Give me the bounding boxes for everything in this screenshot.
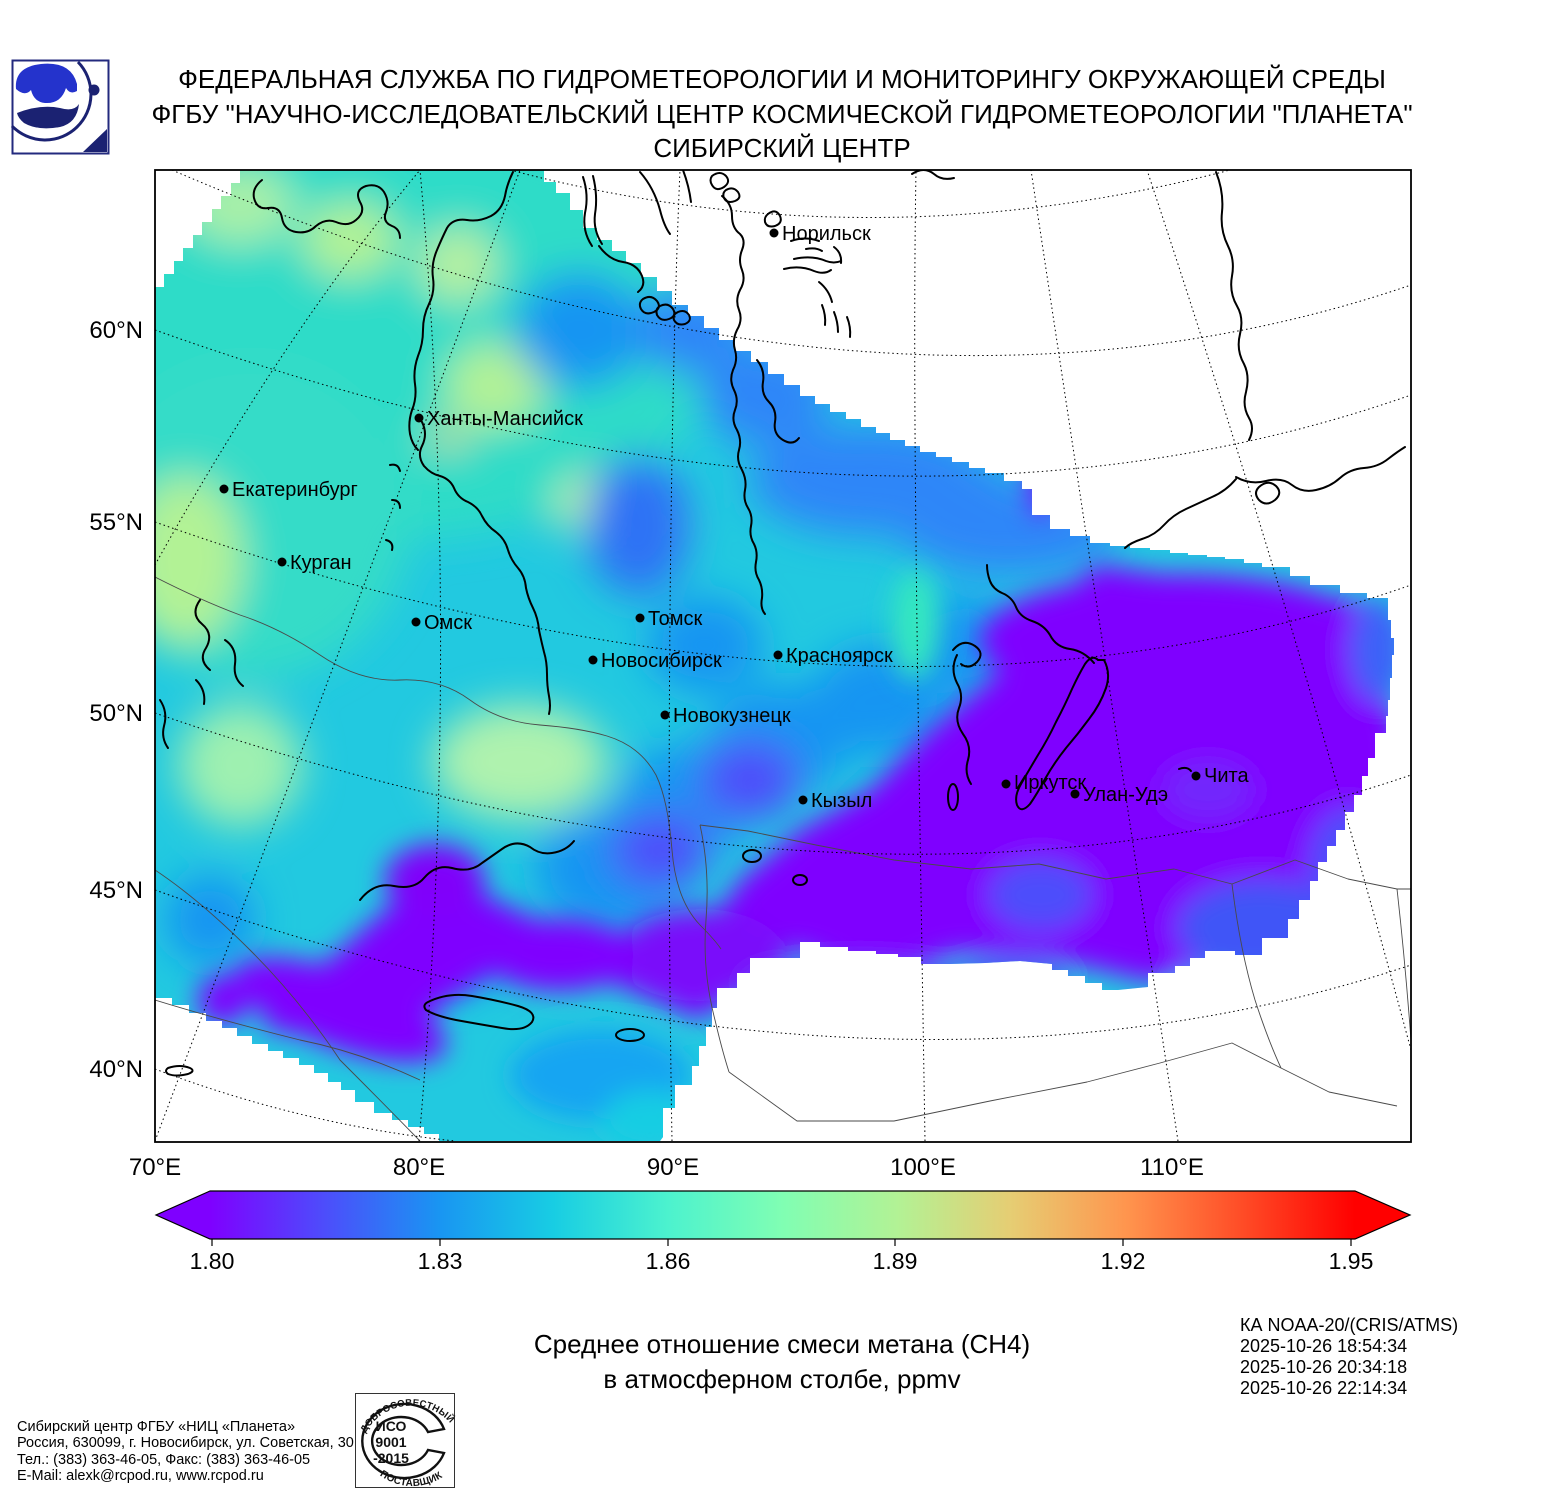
svg-text:СИБИРСКИЙ ЦЕНТР: СИБИРСКИЙ ЦЕНТР [653, 133, 910, 163]
svg-text:-2015: -2015 [373, 1450, 409, 1466]
svg-text:1.80: 1.80 [190, 1248, 235, 1274]
svg-text:9001: 9001 [375, 1434, 406, 1450]
svg-text:2025-10-26 20:34:18: 2025-10-26 20:34:18 [1240, 1357, 1407, 1377]
svg-text:ИСО: ИСО [376, 1418, 407, 1434]
svg-text:Тел.: (383) 363-46-05, Факс: (: Тел.: (383) 363-46-05, Факс: (383) 363-4… [17, 1452, 310, 1468]
svg-text:КА NOAA-20/(CRIS/ATMS): КА NOAA-20/(CRIS/ATMS) [1240, 1315, 1458, 1335]
svg-text:40°N: 40°N [89, 1056, 143, 1083]
svg-text:2025-10-26 18:54:34: 2025-10-26 18:54:34 [1240, 1336, 1407, 1356]
svg-text:1.92: 1.92 [1101, 1248, 1146, 1274]
svg-text:90°E: 90°E [647, 1154, 699, 1181]
svg-text:Красноярск: Красноярск [786, 645, 893, 667]
svg-text:2025-10-26 22:14:34: 2025-10-26 22:14:34 [1240, 1378, 1407, 1398]
svg-text:45°N: 45°N [89, 877, 143, 904]
svg-text:110°E: 110°E [1140, 1154, 1204, 1181]
svg-text:Кызыл: Кызыл [811, 790, 872, 812]
svg-text:Ханты-Мансийск: Ханты-Мансийск [427, 408, 583, 430]
svg-text:1.95: 1.95 [1329, 1248, 1374, 1274]
svg-text:100°E: 100°E [890, 1154, 956, 1181]
svg-text:80°E: 80°E [393, 1154, 445, 1181]
svg-text:Россия, 630099, г. Новосибирск: Россия, 630099, г. Новосибирск, ул. Сове… [17, 1435, 354, 1451]
svg-text:1.89: 1.89 [873, 1248, 918, 1274]
svg-text:Екатеринбург: Екатеринбург [232, 479, 358, 501]
svg-text:Томск: Томск [648, 608, 703, 630]
svg-text:Чита: Чита [1204, 765, 1249, 787]
svg-text:Курган: Курган [290, 552, 352, 574]
svg-text:55°N: 55°N [89, 509, 143, 536]
svg-text:ФГБУ "НАУЧНО-ИССЛЕДОВАТЕЛЬСКИЙ: ФГБУ "НАУЧНО-ИССЛЕДОВАТЕЛЬСКИЙ ЦЕНТР КОС… [151, 99, 1412, 129]
svg-text:E-Mail: alexk@rcpod.ru, www.rc: E-Mail: alexk@rcpod.ru, www.rcpod.ru [17, 1468, 264, 1484]
svg-text:60°N: 60°N [89, 317, 143, 344]
svg-text:1.86: 1.86 [646, 1248, 691, 1274]
svg-text:Новокузнецк: Новокузнецк [673, 705, 791, 727]
svg-text:в атмосферном столбе, ppmv: в атмосферном столбе, ppmv [603, 1364, 960, 1394]
svg-text:Омск: Омск [424, 612, 472, 634]
svg-text:1.83: 1.83 [418, 1248, 463, 1274]
svg-text:Улан-Удэ: Улан-Удэ [1083, 784, 1168, 806]
svg-text:Иркутск: Иркутск [1014, 772, 1086, 794]
svg-text:50°N: 50°N [89, 700, 143, 727]
svg-text:Норильск: Норильск [782, 223, 871, 245]
svg-text:Среднее отношение смеси метана: Среднее отношение смеси метана (CH4) [534, 1329, 1030, 1359]
svg-text:70°E: 70°E [129, 1154, 181, 1181]
svg-text:Новосибирск: Новосибирск [601, 650, 722, 672]
svg-text:Сибирский центр ФГБУ «НИЦ «Пла: Сибирский центр ФГБУ «НИЦ «Планета» [17, 1419, 295, 1435]
svg-text:ФЕДЕРАЛЬНАЯ СЛУЖБА ПО ГИДРОМЕТ: ФЕДЕРАЛЬНАЯ СЛУЖБА ПО ГИДРОМЕТЕОРОЛОГИИ … [178, 64, 1386, 94]
